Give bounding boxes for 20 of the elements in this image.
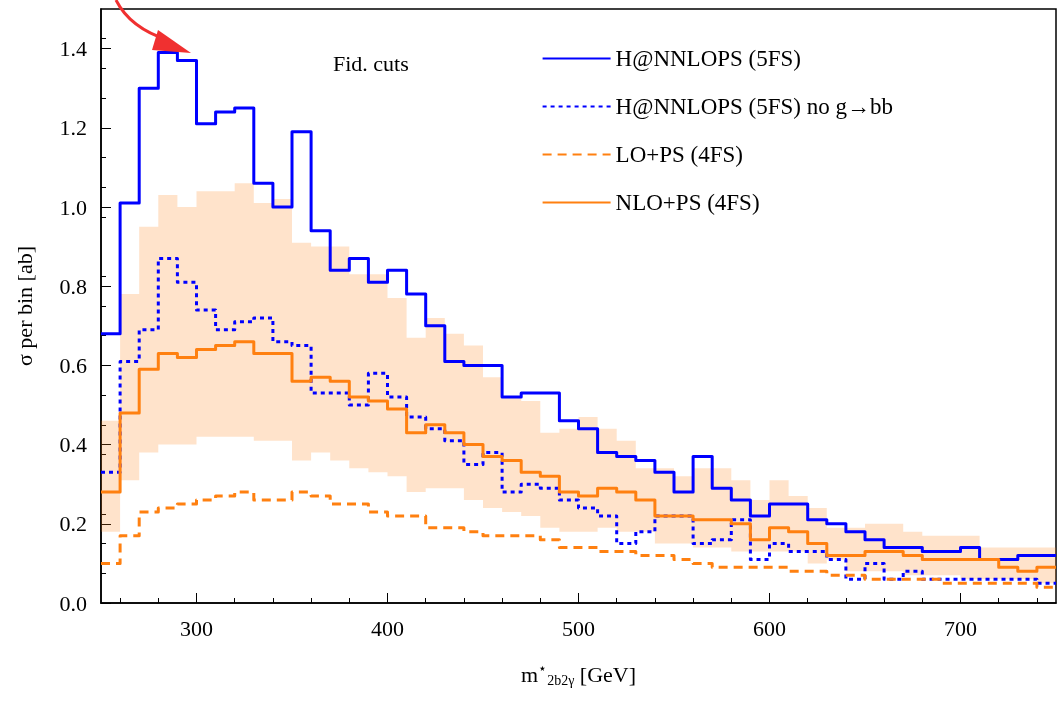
x-tick-label: 300 <box>180 615 213 641</box>
x-tick-label: 600 <box>753 615 786 641</box>
x-tick-label: 400 <box>371 615 404 641</box>
x-tick-label: 700 <box>944 615 977 641</box>
y-tick-label: 1.0 <box>59 194 87 220</box>
y-tick-label: 0.6 <box>59 352 87 378</box>
legend-label: H@NNLOPS (5FS) no g→bb <box>615 94 893 119</box>
x-axis-title: m⋆2b2γ [GeV] <box>521 660 636 688</box>
y-tick-label: 1.4 <box>59 36 87 62</box>
y-tick-label: 0.8 <box>59 273 87 299</box>
y-axis-title: σ per bin [ab] <box>11 246 37 366</box>
legend-label: NLO+PS (4FS) <box>615 190 760 215</box>
y-tick-label: 0.4 <box>59 432 87 458</box>
annotation: Fid. cuts <box>333 50 409 76</box>
x-tick-label: 500 <box>562 615 595 641</box>
y-tick-label: 0.0 <box>59 590 87 616</box>
legend-label: H@NNLOPS (5FS) <box>615 46 801 71</box>
y-tick-label: 1.2 <box>59 115 87 141</box>
legend-label: LO+PS (4FS) <box>615 142 743 167</box>
y-tick-label: 0.2 <box>59 511 87 537</box>
